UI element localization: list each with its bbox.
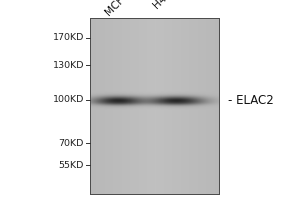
Text: 170KD: 170KD [52, 33, 84, 43]
Text: 70KD: 70KD [58, 138, 84, 148]
Text: - ELAC2: - ELAC2 [228, 94, 274, 106]
Text: 130KD: 130KD [52, 60, 84, 70]
Text: MCF-7: MCF-7 [103, 0, 133, 17]
Text: 100KD: 100KD [52, 96, 84, 104]
Text: H460: H460 [151, 0, 177, 10]
Text: 55KD: 55KD [58, 160, 84, 170]
